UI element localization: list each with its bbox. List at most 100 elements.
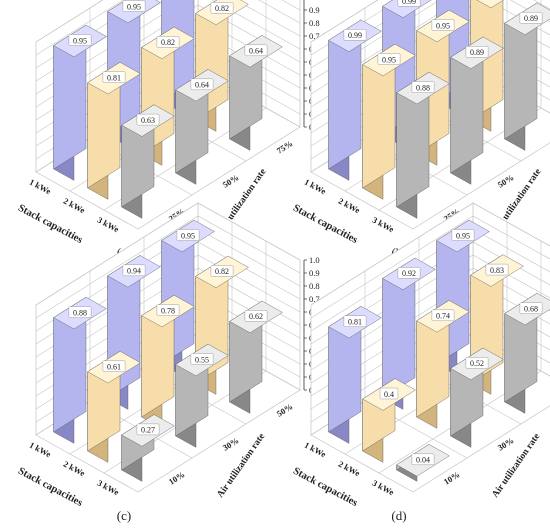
data-label-box (190, 353, 214, 365)
data-label-text: 0.63 (141, 116, 155, 125)
data-label-text: 0.61 (107, 363, 121, 372)
data-label: 0.68 (519, 302, 543, 314)
data-label: 0.94 (122, 264, 146, 276)
data-label: 0.61 (102, 360, 126, 372)
panel-label: (d) (391, 508, 406, 523)
data-label-text: 0.95 (127, 2, 141, 11)
data-label: 0.62 (244, 310, 268, 322)
data-label-box (431, 309, 455, 321)
data-label: 0.82 (210, 265, 234, 277)
data-label: 0.95 (68, 34, 92, 46)
data-label-box (343, 29, 367, 41)
data-label-box (122, 0, 146, 12)
data-label-box (68, 34, 92, 46)
panel-label: (c) (117, 508, 131, 523)
data-label: 0.74 (431, 309, 455, 321)
data-label: 0.88 (68, 306, 92, 318)
data-label: 0.63 (136, 113, 160, 126)
data-label: 0.95 (122, 0, 146, 12)
data-label-text: 0.89 (470, 48, 484, 57)
data-label-text: 0.82 (215, 4, 229, 13)
data-label-text: 0.88 (73, 308, 87, 317)
data-label-text: 0.64 (195, 81, 209, 90)
bar-2kWe-25pct (87, 61, 141, 200)
bar-3kWe-30pct (450, 347, 504, 448)
z-tick-label: 0.9 (309, 5, 320, 15)
data-label-text: 0.95 (181, 231, 195, 240)
data-label-box (176, 229, 200, 241)
data-label: 0.52 (465, 357, 489, 369)
data-label-text: 0.04 (416, 456, 430, 465)
data-label: 0.95 (377, 53, 401, 65)
data-label: 0.99 (397, 0, 421, 7)
data-label: 0.64 (190, 78, 214, 91)
data-label-text: 0.4 (384, 390, 394, 399)
data-label-box (102, 360, 126, 372)
data-label-text: 0.62 (249, 312, 263, 321)
data-label: 0.89 (465, 46, 489, 58)
bar-2kWe-10pct (362, 378, 416, 463)
data-label-text: 0.99 (348, 31, 362, 40)
data-label: 0.27 (136, 423, 160, 436)
data-label-text: 0.89 (524, 14, 538, 23)
data-label-box (411, 453, 435, 465)
data-label-text: 0.64 (249, 47, 263, 56)
chart-panel-d: 0.950.920.830.810.740.680.40.520.040.00.… (291, 202, 550, 523)
data-label: 0.95 (176, 229, 200, 241)
data-label: 0.81 (102, 71, 126, 83)
data-label-box (210, 2, 234, 14)
data-label-box (485, 263, 509, 276)
data-label-text: 0.81 (348, 318, 362, 327)
data-label-text: 0.99 (402, 0, 416, 6)
data-label-text: 0.88 (416, 83, 430, 92)
data-label-box (136, 113, 160, 126)
data-label-box (210, 265, 234, 277)
data-label: 0.64 (244, 44, 268, 56)
chart-panel-b: 0.990.990.950.990.950.890.950.890.880.00… (291, 0, 550, 260)
data-label-box (244, 44, 268, 56)
bar-3kWe-75pct (504, 2, 550, 151)
data-label-box (156, 36, 180, 48)
data-label: 0.99 (343, 29, 367, 41)
data-label: 0.81 (343, 315, 367, 327)
data-label: 0.83 (485, 263, 509, 276)
data-label-text: 0.94 (127, 267, 141, 276)
data-label-box (431, 19, 455, 31)
data-label-text: 0.95 (382, 55, 396, 64)
data-label-text: 0.55 (195, 355, 209, 364)
data-label-text: 0.95 (436, 21, 450, 30)
data-label: 0.82 (210, 2, 234, 14)
data-label-text: 0.82 (161, 38, 175, 47)
data-label-box (519, 12, 543, 24)
data-label-text: 0.27 (141, 426, 155, 435)
data-label-box (519, 302, 543, 314)
z-tick-label: 0.8 (309, 281, 320, 291)
data-label-box (465, 46, 489, 58)
data-label-box (377, 53, 401, 65)
data-label-box (156, 304, 180, 316)
bar-2kWe-25pct (362, 43, 416, 200)
data-label-box (465, 357, 489, 369)
data-label-text: 0.68 (524, 304, 538, 313)
data-label: 0.82 (156, 36, 180, 48)
data-label-text: 0.78 (161, 306, 175, 315)
data-label-box (379, 387, 399, 400)
z-tick-label: 1.0 (309, 255, 320, 265)
data-label-text: 0.74 (436, 312, 450, 321)
data-label: 0.95 (451, 229, 475, 241)
data-label-box (68, 306, 92, 318)
data-label-box (244, 310, 268, 322)
data-label-text: 0.83 (490, 266, 504, 275)
data-label-box (343, 315, 367, 327)
data-label-text: 0.92 (402, 269, 416, 278)
data-label: 0.4 (379, 387, 399, 400)
bar-3kWe-50pct (450, 36, 504, 185)
data-label: 0.04 (411, 453, 435, 465)
data-label-box (102, 71, 126, 83)
data-label-box (397, 0, 421, 7)
data-label: 0.88 (411, 81, 435, 93)
data-label-text: 0.95 (73, 36, 87, 45)
data-label: 0.92 (397, 267, 421, 279)
chart-panel-a: 0.950.950.820.950.820.640.810.640.630.00… (16, 0, 335, 260)
